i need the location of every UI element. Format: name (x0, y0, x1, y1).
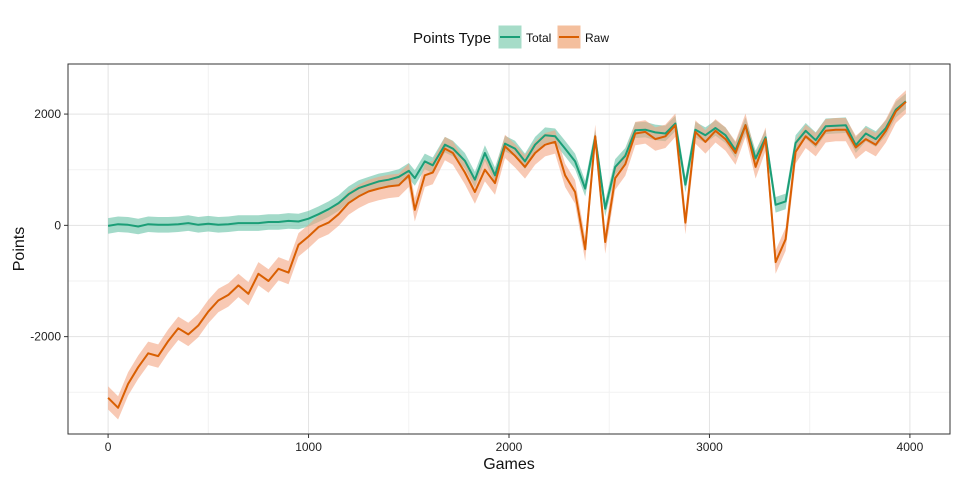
series-line-total (107, 100, 907, 228)
x-tick-label: 2000 (496, 440, 523, 454)
legend: Points Type Total Raw (413, 24, 609, 50)
legend-label-total: Total (526, 31, 551, 45)
y-tick-label: -2000 (30, 330, 61, 344)
x-tick-label: 1000 (295, 440, 322, 454)
y-tick-label: 0 (54, 218, 61, 232)
y-axis: -2000 0 2000 (30, 107, 68, 344)
confidence-band-total (108, 93, 906, 235)
confidence-bands (108, 90, 906, 420)
series-line-raw (107, 101, 907, 409)
legend-title: Points Type (413, 30, 491, 47)
x-tick-label: 0 (105, 440, 112, 454)
legend-label-raw: Raw (585, 31, 609, 45)
x-axis: 0 1000 2000 3000 4000 (105, 434, 924, 454)
x-axis-title: Games (483, 456, 535, 473)
series-lines (107, 100, 907, 409)
y-axis-title: Points (11, 227, 28, 271)
confidence-band-raw (108, 90, 906, 420)
grid (68, 64, 950, 434)
y-tick-label: 2000 (34, 107, 61, 121)
x-tick-label: 4000 (897, 440, 924, 454)
x-tick-label: 3000 (696, 440, 723, 454)
plot-panel (67, 63, 951, 435)
